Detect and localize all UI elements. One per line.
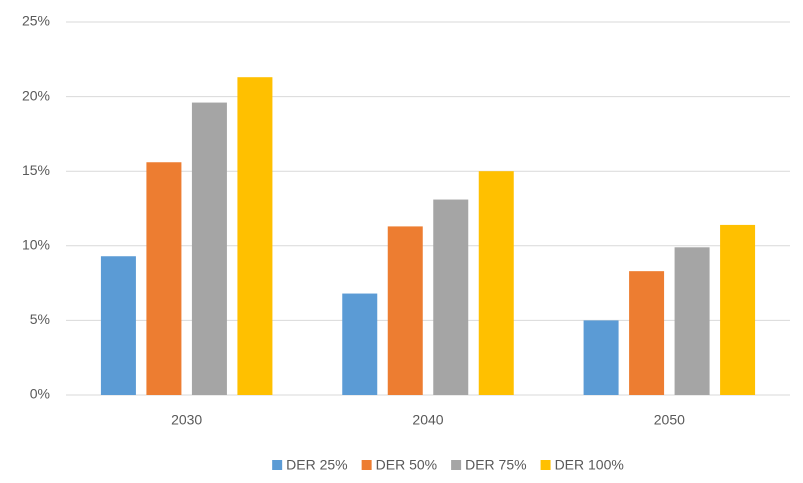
bar: [387, 226, 423, 395]
x-tick-label: 2040: [412, 412, 443, 428]
x-tick-label: 2030: [171, 412, 202, 428]
y-tick-label: 0%: [30, 386, 50, 402]
y-tick-label: 5%: [30, 311, 50, 327]
y-tick-label: 15%: [22, 162, 50, 178]
legend-swatch: [540, 460, 551, 470]
legend-label: DER 100%: [555, 457, 624, 473]
y-tick-label: 25%: [22, 13, 50, 29]
bar: [100, 256, 136, 395]
legend-label: DER 25%: [286, 457, 347, 473]
bar: [146, 162, 182, 395]
bar: [433, 199, 469, 395]
bar: [629, 271, 665, 395]
bar: [191, 102, 227, 396]
legend-swatch: [451, 460, 462, 470]
bar: [237, 77, 273, 395]
y-tick-label: 20%: [22, 87, 50, 103]
bar: [342, 293, 378, 395]
legend-label: DER 75%: [465, 457, 526, 473]
x-tick-label: 2050: [654, 412, 685, 428]
bar: [583, 320, 619, 395]
legend-swatch: [361, 460, 372, 470]
bar: [674, 247, 710, 395]
y-tick-label: 10%: [22, 237, 50, 253]
bar: [478, 171, 514, 395]
bar: [720, 224, 756, 395]
legend-swatch: [272, 460, 283, 470]
legend-label: DER 50%: [376, 457, 437, 473]
